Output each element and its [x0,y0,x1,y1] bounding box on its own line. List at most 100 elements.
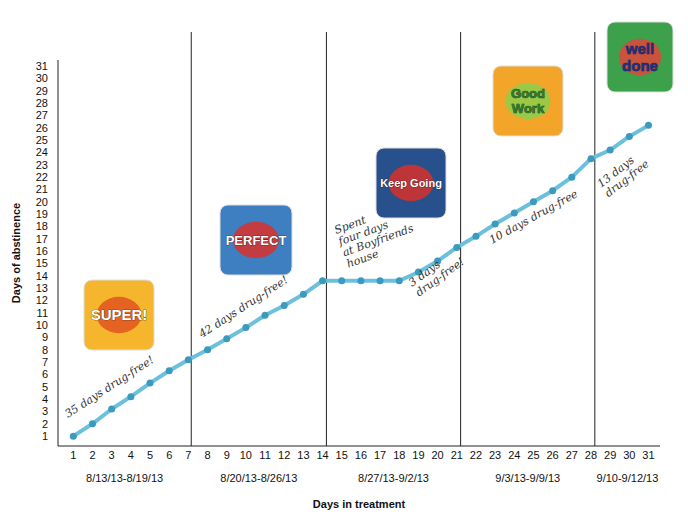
sticker: GoodWork [493,66,563,136]
sticker-text: PERFECT [226,233,287,248]
annotation-text: 10 days drug-free [487,187,580,247]
y-tick-label: 22 [36,171,48,183]
x-tick-label: 15 [336,449,348,461]
y-tick-label: 30 [36,72,48,84]
annotation: 13 daysdrug-free [595,148,652,200]
x-tick-label: 25 [527,449,539,461]
x-tick-label: 8 [204,449,210,461]
x-tick-label: 5 [147,449,153,461]
y-tick-label: 5 [42,381,48,393]
phase-line [460,32,461,446]
annotation-text: drug-free! [413,255,467,299]
y-tick-label: 11 [37,307,48,319]
plot-area [70,122,652,440]
data-point [185,356,192,363]
x-tick-label: 7 [185,449,191,461]
x-tick-label: 1 [70,449,76,461]
y-tick-label: 17 [36,233,48,245]
sticker: welldone [607,22,673,92]
sticker: Keep Going [376,148,446,218]
x-tick-label: 23 [489,449,501,461]
data-line [73,125,648,436]
data-point [242,324,249,331]
sticker-background [493,66,563,136]
annotation-text: 35 days drug-free! [63,353,157,420]
x-tick-label: 19 [412,449,424,461]
x-tick-label: 31 [642,449,654,461]
y-axis [58,60,59,446]
data-point [204,346,211,353]
data-point [223,335,230,342]
sticker-background [376,148,446,218]
annotation: 3 daysdrug-free! [406,245,467,299]
data-point [89,420,96,427]
y-tick-label: 15 [36,257,48,269]
data-point [396,277,403,284]
annotation: 42 days drug-free! [196,273,291,341]
x-tick-label: 18 [393,449,405,461]
data-point [281,302,288,309]
data-point [645,122,652,129]
sticker-text: Keep Going [380,177,442,189]
annotation: 10 days drug-free [487,187,580,247]
data-point [166,367,173,374]
phase-label: 9/10-9/12/13 [597,472,659,484]
data-point [587,155,594,162]
x-axis [58,446,660,447]
x-tick-label: 21 [451,449,463,461]
y-tick-label: 12 [36,294,48,306]
sticker-text: SUPER! [91,306,148,323]
y-tick-label: 25 [36,134,48,146]
sticker-text: well [625,40,654,57]
data-point [108,406,115,413]
data-point [626,133,633,140]
sticker-text: done [622,57,658,74]
x-tick-label: 12 [278,449,290,461]
y-tick-label: 7 [42,356,48,368]
y-tick-label: 20 [36,196,48,208]
y-axis-title: Days of abstinence [10,203,22,303]
data-point [127,393,134,400]
x-tick-label: 3 [109,449,115,461]
data-point [453,244,460,251]
annotation: Spentfour daysat Boyfriendshouse [332,199,420,271]
y-tick-label: 23 [36,159,48,171]
y-tick-label: 21 [36,183,48,195]
phase-line [191,32,192,446]
y-tick-label: 3 [42,405,48,417]
data-point [472,233,479,240]
data-point [607,147,614,154]
y-tick-label: 28 [36,97,48,109]
data-point [357,277,364,284]
sticker: SUPER! [84,280,154,350]
x-tick-label: 14 [316,449,328,461]
x-tick-label: 30 [623,449,635,461]
data-point [147,380,154,387]
x-axis-title: Days in treatment [313,498,406,510]
y-tick-label: 26 [36,122,48,134]
y-tick-label: 2 [42,418,48,430]
sticker-background [607,22,673,92]
y-tick-label: 24 [36,146,48,158]
phase-line [326,32,327,446]
phase-label: 8/27/13-9/2/13 [358,472,429,484]
annotation: 35 days drug-free! [63,353,157,420]
sticker-background [220,205,292,275]
y-tick-label: 14 [36,270,48,282]
sticker-figure [619,39,661,75]
phase-line [594,32,595,446]
y-tick-label: 6 [42,368,48,380]
data-point [377,277,384,284]
data-point [530,198,537,205]
data-point [568,174,575,181]
y-tick-label: 10 [36,319,48,331]
y-tick-label: 8 [42,344,48,356]
y-tick-label: 29 [36,85,48,97]
chart: 1234567891011121314151617181920212223242… [0,0,688,526]
y-tick-label: 9 [42,331,48,343]
data-point [262,312,269,319]
data-point [511,209,518,216]
x-tick-label: 24 [508,449,520,461]
x-tick-label: 9 [224,449,230,461]
x-tick-label: 11 [259,449,270,461]
